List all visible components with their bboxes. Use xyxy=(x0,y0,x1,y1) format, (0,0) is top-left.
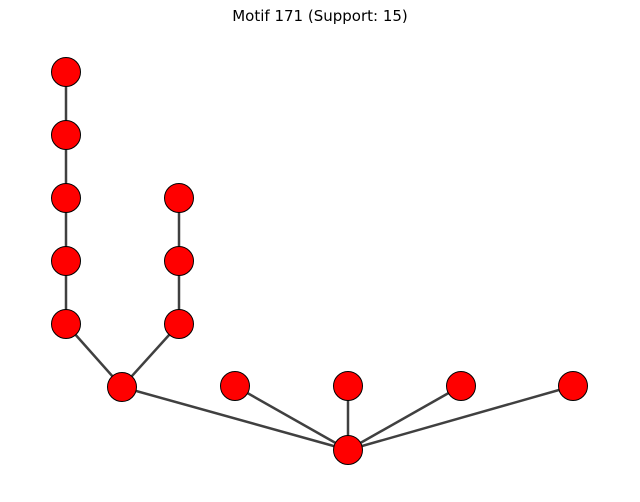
node-n14 xyxy=(333,435,363,465)
edge-n10-n14 xyxy=(234,384,349,452)
node-layer xyxy=(51,57,588,465)
node-n4 xyxy=(51,246,81,276)
node-n8 xyxy=(164,309,194,339)
node-n10 xyxy=(220,371,250,401)
edge-n13-n14 xyxy=(347,384,574,452)
node-n9 xyxy=(107,372,137,402)
node-n13 xyxy=(558,371,588,401)
node-n11 xyxy=(333,371,363,401)
node-n5 xyxy=(51,309,81,339)
figure-title: Motif 171 (Support: 15) xyxy=(232,7,408,25)
edge-n12-n14 xyxy=(347,384,462,452)
node-n3 xyxy=(51,183,81,213)
edge-layer xyxy=(64,72,574,452)
node-n1 xyxy=(51,57,81,87)
node-n7 xyxy=(164,246,194,276)
node-n12 xyxy=(446,371,476,401)
edge-n9-n14 xyxy=(121,385,349,452)
node-n2 xyxy=(51,120,81,150)
node-n6 xyxy=(164,183,194,213)
